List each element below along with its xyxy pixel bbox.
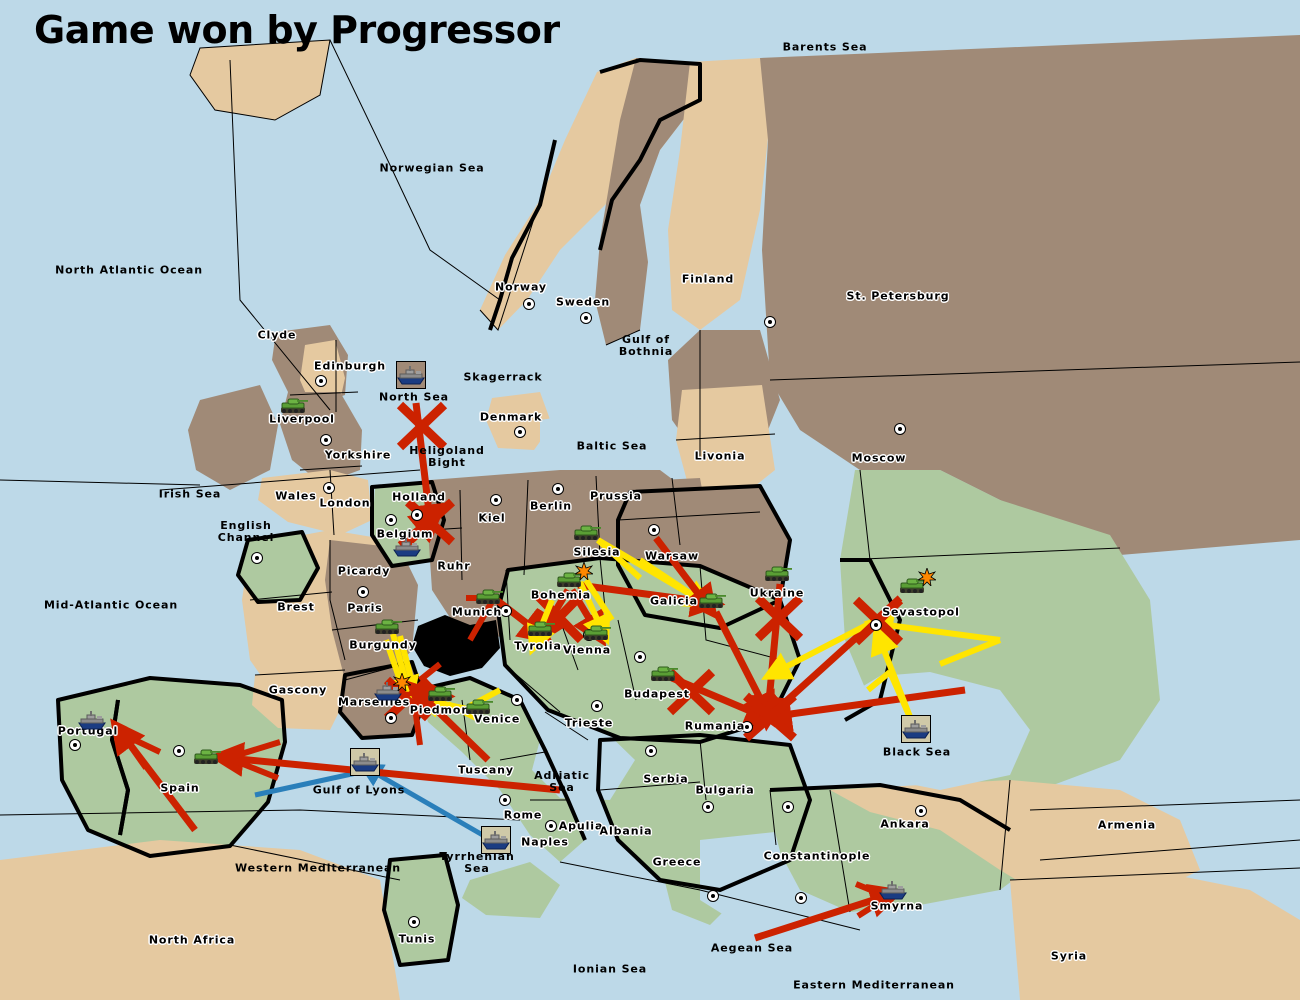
supply-center-dot[interactable]: [357, 586, 369, 598]
supply-center-dot[interactable]: [782, 801, 794, 813]
fleet-unit-icon[interactable]: [392, 537, 422, 557]
army-unit-icon[interactable]: [474, 588, 504, 606]
supply-center-dot[interactable]: [523, 298, 535, 310]
army-unit-icon[interactable]: [649, 665, 679, 683]
supply-center-dot[interactable]: [411, 509, 423, 521]
supply-center-dot[interactable]: [514, 426, 526, 438]
supply-center-dot[interactable]: [500, 605, 512, 617]
army-unit-icon[interactable]: [279, 397, 309, 415]
army-unit-icon[interactable]: [192, 748, 222, 766]
fleet-unit-icon[interactable]: [481, 826, 511, 854]
order-arrow-warsaw-galicia: [653, 535, 718, 620]
page-title: Game won by Progressor: [34, 8, 560, 52]
bounce-star-rumania: [743, 692, 797, 742]
support-arrow-bohemia-vienna: [577, 578, 615, 646]
order-arrow-ukraine-rumania: [752, 583, 804, 732]
army-unit-icon[interactable]: [555, 571, 585, 589]
fleet-unit-icon[interactable]: [373, 681, 403, 701]
supply-center-dot[interactable]: [320, 434, 332, 446]
order-arrow-tuscany-piedmont: [405, 680, 491, 763]
army-unit-icon[interactable]: [763, 565, 793, 583]
supply-center-dot[interactable]: [894, 423, 906, 435]
supply-center-dot[interactable]: [707, 890, 719, 902]
supply-center-dot[interactable]: [552, 483, 564, 495]
supply-center-dot[interactable]: [385, 712, 397, 724]
army-unit-icon[interactable]: [572, 524, 602, 542]
army-unit-icon[interactable]: [898, 577, 928, 595]
supply-center-dot[interactable]: [795, 892, 807, 904]
supply-center-dot[interactable]: [645, 745, 657, 757]
supply-center-dot[interactable]: [591, 700, 603, 712]
supply-center-dot[interactable]: [173, 745, 185, 757]
supply-center-dot[interactable]: [323, 482, 335, 494]
supply-center-dot[interactable]: [741, 721, 753, 733]
army-unit-icon[interactable]: [373, 618, 403, 636]
supply-center-dot[interactable]: [499, 794, 511, 806]
fleet-unit-icon[interactable]: [901, 715, 931, 743]
army-unit-icon[interactable]: [426, 685, 456, 703]
supply-center-dot[interactable]: [648, 524, 660, 536]
fleet-unit-icon[interactable]: [396, 361, 426, 389]
support-arrow-blacksea-sevastopol: [866, 624, 915, 724]
fleet-unit-icon[interactable]: [77, 710, 107, 730]
supply-center-dot[interactable]: [915, 805, 927, 817]
supply-center-dot[interactable]: [69, 739, 81, 751]
army-unit-icon[interactable]: [526, 620, 556, 638]
supply-center-dot[interactable]: [385, 514, 397, 526]
supply-center-dot[interactable]: [315, 375, 327, 387]
order-arrow-northsea-holland: [396, 401, 448, 540]
army-unit-icon[interactable]: [464, 698, 494, 716]
fleet-unit-icon[interactable]: [878, 880, 908, 900]
supply-center-dot[interactable]: [580, 312, 592, 324]
army-unit-icon[interactable]: [697, 592, 727, 610]
supply-center-dot[interactable]: [870, 619, 882, 631]
supply-center-dot[interactable]: [408, 916, 420, 928]
order-arrow-spain-portugal: [110, 718, 198, 833]
order-arrow-tyrrhenian-spain: [208, 739, 561, 794]
supply-center-dot[interactable]: [511, 694, 523, 706]
supply-center-dot[interactable]: [490, 494, 502, 506]
supply-center-dot[interactable]: [634, 651, 646, 663]
supply-center-dot[interactable]: [702, 801, 714, 813]
supply-center-dot[interactable]: [545, 820, 557, 832]
fleet-unit-icon[interactable]: [350, 748, 380, 776]
supply-center-dot[interactable]: [764, 316, 776, 328]
army-unit-icon[interactable]: [582, 624, 612, 642]
supply-center-dot[interactable]: [251, 552, 263, 564]
